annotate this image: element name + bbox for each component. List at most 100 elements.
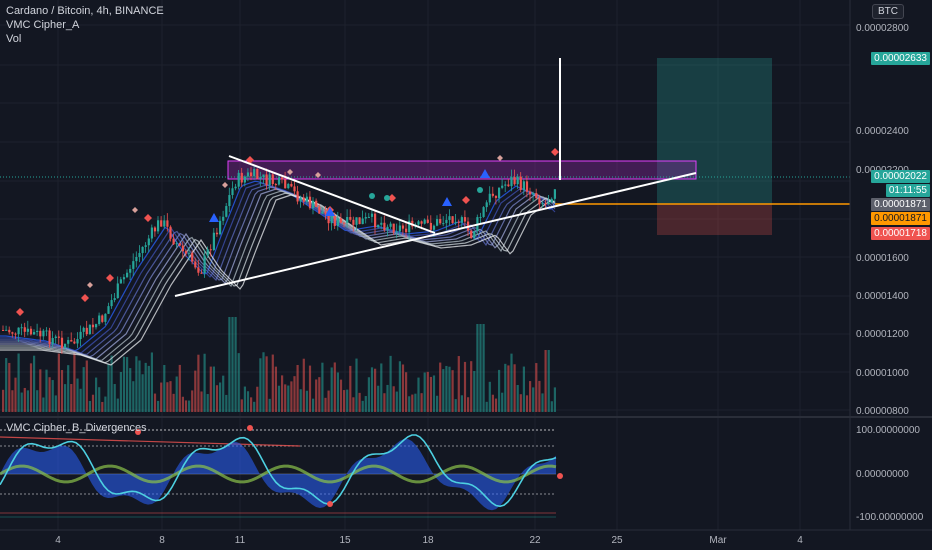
- volume-title[interactable]: Vol: [6, 33, 22, 45]
- oscillator-axis-label: -100.00000000: [856, 512, 924, 523]
- volume-bar: [39, 369, 42, 412]
- candle-body: [541, 203, 544, 205]
- sell-diamond: [81, 294, 89, 302]
- candle-body: [479, 216, 482, 218]
- volume-bar: [135, 356, 138, 412]
- osc-dot: [247, 425, 253, 431]
- volume-bar: [429, 376, 432, 412]
- volume-bar: [513, 364, 516, 412]
- volume-bar: [60, 369, 64, 412]
- candle-body: [191, 252, 194, 262]
- volume-bar: [281, 375, 284, 412]
- candle-body: [219, 220, 222, 235]
- volume-bar: [20, 392, 23, 412]
- volume-bar: [246, 391, 250, 412]
- candle-body: [206, 249, 209, 256]
- volume-bar: [377, 385, 380, 412]
- volume-bar: [343, 390, 346, 412]
- green-dot: [384, 195, 390, 201]
- position-loss-zone[interactable]: [657, 204, 772, 235]
- time-axis[interactable]: 4 8 11 15 18 22 25 Mar 4: [55, 535, 803, 546]
- resistance-zone[interactable]: [227, 160, 697, 180]
- osc-signal-line: [0, 434, 557, 508]
- position-profit-zone[interactable]: [657, 58, 772, 204]
- volume-bar: [274, 366, 277, 412]
- sell-diamond: [16, 308, 24, 316]
- osc-mfi-line: [0, 464, 557, 484]
- oscillator-title[interactable]: VMC Cipher_B_Divergences: [6, 422, 147, 434]
- candle-body: [70, 340, 73, 342]
- buy-triangle: [209, 213, 219, 222]
- candle-body: [513, 177, 516, 185]
- volume-bar: [370, 367, 374, 412]
- candle-body: [544, 203, 547, 205]
- candle-body: [519, 176, 522, 190]
- volume-bar: [70, 384, 73, 412]
- volume-bar: [271, 354, 274, 412]
- time-axis-label: 8: [159, 535, 165, 546]
- candle-body: [535, 193, 538, 199]
- candle-body: [349, 217, 352, 220]
- volume-bar: [525, 395, 529, 412]
- candle-body: [386, 226, 389, 231]
- volume-bar: [67, 365, 70, 412]
- volume-bar: [222, 375, 225, 412]
- candle-body: [23, 327, 26, 332]
- sell-diamond: [388, 194, 396, 202]
- volume-bar: [479, 324, 482, 412]
- candle-body: [392, 223, 395, 233]
- volume-bar: [147, 365, 150, 412]
- volume-bar: [107, 364, 110, 412]
- volume-bar: [296, 365, 299, 412]
- indicator-title[interactable]: VMC Cipher_A: [6, 19, 80, 31]
- green-dot: [477, 187, 483, 193]
- volume-bar: [160, 382, 163, 412]
- candle-body: [228, 195, 231, 207]
- volume-bars: [2, 317, 556, 412]
- candle-body: [470, 230, 473, 239]
- candle-body: [203, 255, 206, 274]
- volume-bar: [48, 377, 51, 412]
- candle-body: [367, 216, 370, 218]
- candle-body: [39, 330, 42, 337]
- candle-body: [355, 217, 358, 225]
- currency-badge[interactable]: BTC: [872, 4, 904, 19]
- candle-body: [442, 223, 445, 225]
- candle-body: [172, 238, 175, 245]
- volume-bar: [85, 360, 88, 412]
- volume-bar: [439, 362, 442, 412]
- candle-body: [67, 340, 70, 344]
- price-axis-label: 0.00002800: [856, 23, 909, 34]
- candle-body: [507, 184, 510, 187]
- volume-bar: [259, 358, 262, 412]
- volume-bar: [206, 394, 209, 412]
- candle-body: [426, 219, 429, 223]
- volume-bar: [519, 394, 522, 412]
- oscillator-axis[interactable]: 100.00000000 0.00000000 -100.00000000: [856, 425, 924, 523]
- candle-body: [209, 249, 212, 251]
- candle-body: [485, 202, 488, 208]
- candle-body: [132, 261, 135, 269]
- candle-body: [553, 189, 556, 199]
- candle-body: [439, 219, 442, 224]
- candle-body: [126, 272, 129, 278]
- candle-body: [76, 339, 79, 344]
- ascending-trendline[interactable]: [174, 172, 697, 297]
- time-axis-label: 22: [529, 535, 541, 546]
- candle-body: [501, 185, 504, 188]
- volume-bar: [364, 396, 367, 412]
- volume-bar: [501, 392, 504, 412]
- volume-bar: [436, 395, 439, 412]
- volume-bar: [482, 324, 485, 412]
- candle-body: [250, 172, 253, 177]
- candle-body: [175, 243, 178, 245]
- volume-bar: [330, 367, 333, 412]
- descending-trendline[interactable]: [228, 155, 436, 234]
- candle-body: [101, 315, 104, 322]
- symbol-title[interactable]: Cardano / Bitcoin, 4h, BINANCE: [6, 5, 164, 17]
- candle-body: [463, 217, 467, 222]
- candle-body: [138, 253, 141, 258]
- volume-bar: [262, 352, 265, 412]
- candle-body: [113, 298, 116, 301]
